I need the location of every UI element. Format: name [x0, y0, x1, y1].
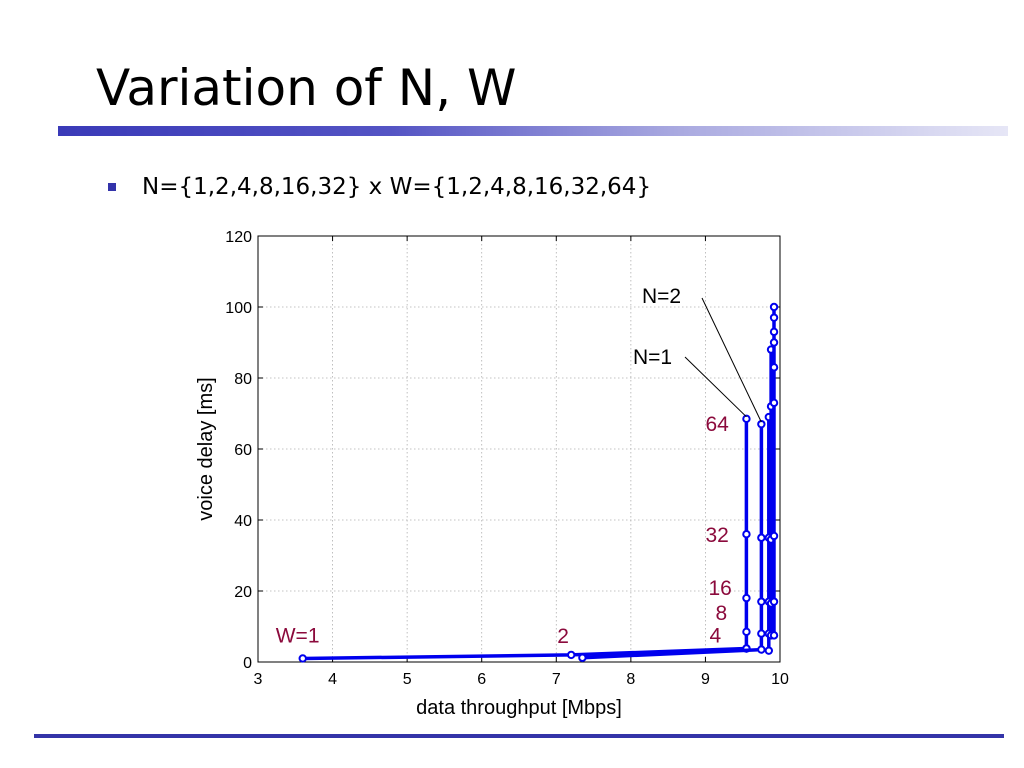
data-point — [757, 419, 766, 429]
series-line — [302, 417, 749, 661]
data-point — [757, 645, 766, 654]
x-tick-label: 5 — [403, 671, 412, 688]
chart-grid — [258, 236, 780, 662]
data-point — [769, 327, 779, 337]
data-point — [769, 313, 779, 322]
point-annotation: 16 — [708, 577, 731, 600]
series-callout-label: N=2 — [642, 285, 681, 308]
data-point — [757, 629, 766, 638]
point-annotation: W=1 — [276, 624, 320, 647]
x-tick-label: 8 — [626, 671, 635, 688]
footer-rule — [34, 734, 1004, 738]
data-point — [578, 653, 587, 662]
x-tick-label: 3 — [254, 671, 263, 688]
series-callout-label: N=1 — [633, 346, 672, 369]
point-annotation: 8 — [715, 602, 727, 625]
data-point — [769, 398, 779, 408]
callout-leader-line — [684, 356, 747, 418]
data-point — [567, 650, 576, 660]
bullet-text: N={1,2,4,8,16,32} x W={1,2,4,8,16,32,64} — [142, 174, 652, 200]
data-point — [757, 597, 766, 606]
point-annotation: 2 — [557, 625, 569, 648]
data-point — [764, 646, 774, 655]
y-tick-label: 20 — [234, 584, 252, 601]
data-point — [769, 363, 779, 372]
x-tick-label: 10 — [771, 671, 789, 688]
x-tick-label: 7 — [552, 671, 561, 688]
y-tick-label: 40 — [234, 513, 252, 530]
title-rule — [58, 126, 1008, 136]
chart-series — [298, 302, 779, 663]
data-point — [742, 627, 751, 637]
data-point — [757, 533, 766, 542]
data-point — [742, 593, 751, 603]
point-annotation: 32 — [705, 524, 728, 547]
y-tick-label: 80 — [234, 371, 252, 388]
y-tick-label: 120 — [225, 229, 252, 246]
point-annotation: 64 — [705, 413, 729, 436]
slide-title: Variation of N, W — [96, 59, 517, 117]
x-axis-label: data throughput [Mbps] — [416, 697, 622, 719]
callout-leaders — [684, 297, 762, 423]
data-point — [742, 530, 751, 539]
x-tick-label: 9 — [701, 671, 710, 688]
y-tick-label: 100 — [225, 300, 252, 317]
data-point — [769, 338, 779, 347]
point-annotation: 4 — [709, 625, 721, 648]
data-point — [769, 531, 779, 541]
data-point — [769, 302, 779, 312]
callout-leader-line — [701, 297, 762, 423]
y-axis-label: voice delay [ms] — [195, 377, 217, 520]
data-point — [769, 597, 779, 606]
data-point — [769, 631, 779, 640]
y-tick-label: 0 — [243, 655, 252, 672]
x-tick-label: 4 — [328, 671, 337, 688]
data-point — [742, 414, 751, 424]
data-point — [298, 654, 307, 663]
x-tick-label: 6 — [477, 671, 486, 688]
y-tick-label: 60 — [234, 442, 252, 459]
series-line — [582, 424, 764, 660]
square-bullet-icon — [108, 183, 116, 191]
